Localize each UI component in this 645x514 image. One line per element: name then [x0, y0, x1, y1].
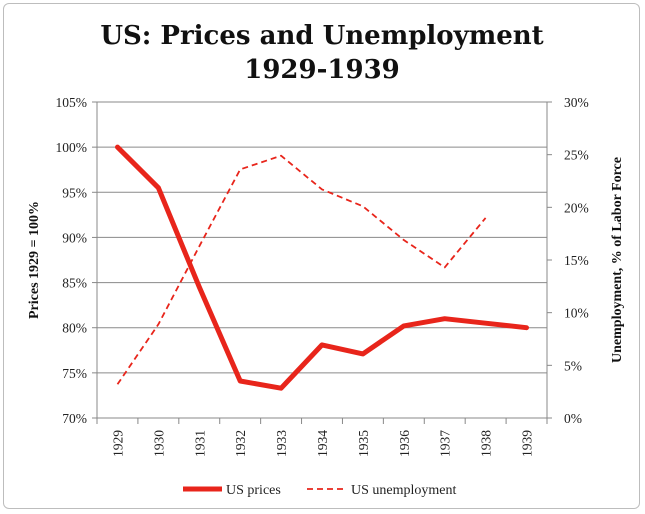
x-tick-label: 1930 — [151, 430, 166, 457]
x-tick-label: 1931 — [192, 430, 207, 457]
x-tick-label: 1938 — [479, 430, 494, 457]
right-tick-label: 10% — [564, 306, 589, 321]
left-tick-label: 70% — [62, 411, 87, 426]
left-tick-label: 80% — [62, 321, 87, 336]
legend-label-prices: US prices — [226, 483, 281, 498]
chart-title: US: Prices and Unemployment — [100, 21, 543, 51]
left-axis-label: Prices 1929 = 100% — [27, 201, 42, 319]
x-tick-label: 1933 — [274, 430, 289, 457]
right-tick-label: 20% — [564, 200, 589, 215]
legend-label-unemployment: US unemployment — [351, 483, 456, 498]
chart-frame — [3, 3, 640, 509]
left-tick-label: 90% — [62, 230, 87, 245]
right-axis-ticks: 0% 5% 10% 15% 20% 25% 30% — [547, 95, 589, 426]
x-tick-label: 1935 — [356, 430, 371, 457]
series-line-prices — [115, 144, 529, 391]
x-axis-ticks: 1929 1930 1931 1932 1933 1934 1935 1936 1937 1938… — [96, 418, 548, 457]
right-tick-label: 25% — [564, 148, 589, 163]
x-tick-label: 1939 — [520, 430, 535, 457]
left-axis-ticks: 70% 75% 80% 85% 90% 95% 100% 105% — [56, 95, 97, 426]
left-tick-label: 85% — [62, 276, 87, 291]
x-tick-label: 1937 — [438, 430, 453, 457]
chart-subtitle: 1929-1939 — [244, 55, 400, 85]
left-tick-label: 100% — [56, 140, 88, 155]
legend: US prices US unemployment — [183, 483, 456, 498]
left-tick-label: 95% — [62, 185, 87, 200]
left-tick-label: 105% — [56, 95, 88, 110]
x-tick-label: 1934 — [315, 430, 330, 457]
left-tick-label: 75% — [62, 366, 87, 381]
right-tick-label: 30% — [564, 95, 589, 110]
right-axis-label: Unemployment, % of Labor Force — [610, 157, 625, 363]
series-lines — [115, 144, 529, 391]
x-tick-label: 1936 — [397, 430, 412, 457]
grid-lines — [97, 146, 547, 374]
plot-area-border — [96, 101, 548, 419]
right-tick-label: 0% — [564, 411, 582, 426]
x-tick-label: 1929 — [110, 430, 125, 457]
right-tick-label: 15% — [564, 253, 589, 268]
series-line-unemployment — [116, 154, 487, 385]
right-tick-label: 5% — [564, 358, 582, 373]
x-tick-label: 1932 — [233, 430, 248, 457]
